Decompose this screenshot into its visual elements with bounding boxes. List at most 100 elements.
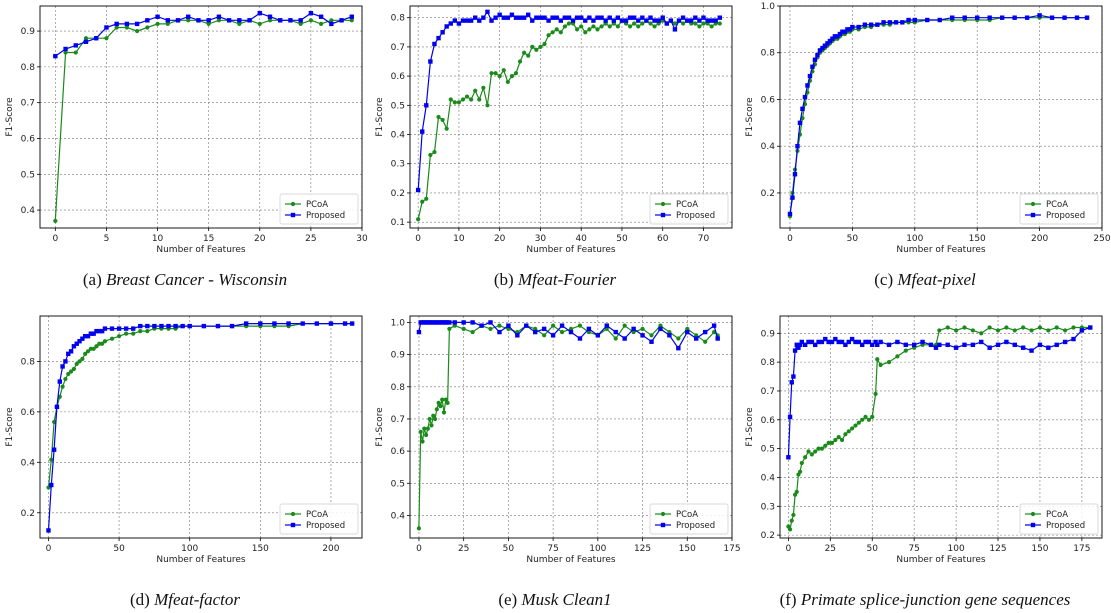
data-point: [613, 336, 618, 341]
data-point: [607, 24, 612, 29]
data-point: [789, 380, 794, 385]
data-point: [856, 339, 862, 345]
data-point: [104, 36, 109, 41]
grid: [40, 316, 362, 538]
data-point: [155, 21, 160, 27]
data-point: [787, 211, 793, 217]
data-point: [611, 18, 616, 23]
data-point: [813, 449, 818, 454]
data-point: [866, 339, 872, 345]
y-tick-label: 0.6: [761, 416, 776, 426]
data-point: [53, 218, 58, 223]
data-point: [550, 15, 555, 20]
x-tick-label: 200: [1031, 234, 1048, 244]
data-point: [717, 15, 722, 20]
data-point: [648, 15, 653, 20]
y-tick-label: 0.6: [391, 447, 406, 457]
data-point: [873, 339, 878, 345]
data-point: [1046, 328, 1051, 333]
data-point: [114, 25, 119, 30]
data-point: [74, 341, 79, 346]
data-point: [792, 172, 798, 177]
data-point: [57, 379, 62, 384]
data-point: [920, 339, 925, 345]
data-point: [680, 15, 686, 20]
data-point: [711, 323, 717, 328]
data-point: [517, 15, 523, 20]
data-point: [893, 20, 899, 25]
data-point: [846, 429, 851, 434]
data-point: [546, 18, 551, 23]
y-tick-label: 0.7: [21, 99, 35, 109]
data-point: [1029, 348, 1034, 353]
data-point: [792, 348, 798, 353]
y-tick-label: 0.7: [761, 387, 775, 397]
data-point: [526, 53, 531, 58]
data-point: [649, 333, 654, 338]
x-tick-label: 50: [503, 544, 515, 554]
data-point: [962, 325, 967, 330]
data-point: [652, 24, 657, 29]
series-line: [47, 323, 353, 531]
data-point: [267, 14, 273, 19]
chart-panel-e: 0 25 50 75 100 125 150 175 0.4 0.5 0.6 0.7 0.8 0.9 1.0…: [370, 310, 741, 572]
data-point: [1012, 15, 1017, 20]
data-point: [799, 339, 805, 345]
data-point: [186, 14, 191, 19]
data-point: [850, 426, 855, 431]
data-point: [534, 47, 539, 52]
data-point: [91, 346, 96, 351]
chart-panel-f: 0 25 50 75 100 125 150 175 0.2 0.3 0.4 0.5 0.6 0.7 0.8…: [740, 310, 1110, 572]
data-point: [587, 15, 592, 20]
data-point: [830, 36, 835, 41]
caption-title: Musk Clean1: [521, 590, 612, 609]
x-tick-label: 10: [152, 234, 164, 244]
data-point: [689, 18, 694, 23]
data-point: [845, 27, 850, 32]
data-point: [900, 20, 905, 25]
data-point: [517, 59, 523, 64]
data-point: [693, 21, 698, 26]
data-point: [701, 15, 706, 20]
data-point: [349, 321, 355, 326]
data-point: [817, 48, 823, 53]
data-point: [979, 339, 984, 345]
data-point: [452, 100, 457, 105]
data-point: [591, 18, 596, 23]
data-point: [797, 342, 803, 348]
y-tick-label: 0.9: [391, 351, 406, 361]
data-point: [94, 328, 99, 334]
data-point: [68, 349, 74, 354]
data-point: [308, 10, 314, 16]
series-proposed: [786, 325, 1093, 460]
series-proposed: [46, 321, 355, 533]
x-tick-label: 10: [453, 234, 465, 244]
data-point: [131, 331, 136, 336]
data-point: [124, 25, 129, 30]
y-tick-label: 0.6: [761, 95, 776, 105]
data-point: [631, 15, 637, 20]
legend-label: Proposed: [1046, 211, 1085, 221]
data-point: [530, 44, 535, 49]
data-point: [895, 339, 900, 345]
data-point: [427, 416, 432, 422]
data-point: [703, 339, 708, 344]
data-point: [911, 342, 917, 348]
data-point: [652, 18, 657, 23]
data-point: [473, 88, 478, 93]
data-point: [829, 440, 835, 445]
x-axis-label: Number of Features: [526, 245, 616, 255]
data-point: [102, 326, 108, 331]
data-point: [488, 320, 493, 325]
data-point: [53, 53, 58, 59]
data-point: [870, 414, 875, 420]
chart-panel-b: 0 10 20 30 40 50 60 70 0.1 0.2 0.3 0.4 0.5 0.6 0.7 0.8 N…: [370, 0, 740, 262]
data-point: [342, 321, 348, 326]
legend-marker: [1030, 201, 1036, 207]
x-tick-label: 50: [867, 544, 879, 554]
y-tick-label: 0.7: [391, 415, 405, 425]
x-tick-label: 15: [203, 234, 214, 244]
data-point: [875, 357, 880, 362]
